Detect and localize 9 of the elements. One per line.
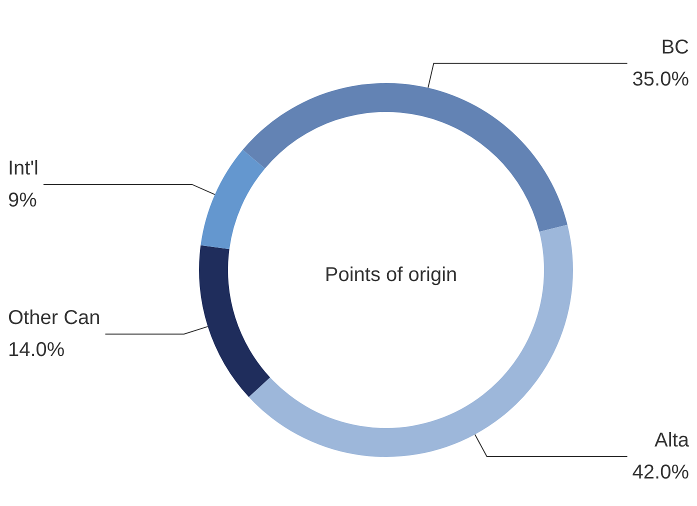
data-label: 14.0% xyxy=(8,339,65,362)
data-label: 9% xyxy=(8,189,38,212)
data-label: 35.0% xyxy=(632,68,690,90)
data-label: 42.0% xyxy=(632,461,690,484)
slice-label: Alta xyxy=(654,429,690,452)
text: Points of origin xyxy=(324,264,458,286)
slice-label: Int'l xyxy=(8,157,38,180)
slice-label: BC xyxy=(661,36,689,58)
slice-label: Other Can xyxy=(8,307,100,330)
